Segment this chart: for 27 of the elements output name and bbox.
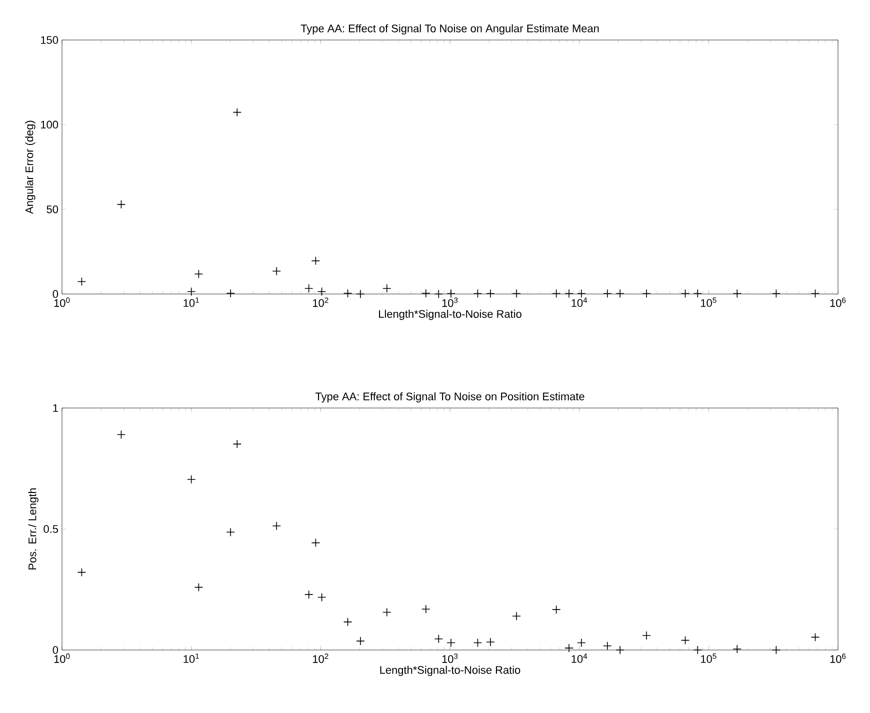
- x-tick-label: 10$^{4}$: [572, 298, 588, 307]
- y-axis-title: Pos. Err./ Length: [28, 488, 38, 570]
- x-axis-title: Length*Signal-to-Noise Ratio: [380, 666, 520, 676]
- x-tick-label: 10$^{3}$: [442, 654, 458, 663]
- x-axis-title: Llength*Signal-to-Noise Ratio: [379, 310, 522, 320]
- y-tick-label: 100: [41, 120, 58, 129]
- chart-title: Type AA: Effect of Signal To Noise on Angular Estimate Mean: [300, 24, 599, 34]
- y-axis-title: Angular Error (deg): [25, 120, 36, 214]
- x-tick-label: 10$^{4}$: [572, 654, 588, 663]
- y-tick-label: 0: [52, 290, 58, 298]
- x-tick-label: 10$^{6}$: [830, 654, 846, 663]
- chart-title: Type AA: Effect of Signal To Noise on Position Estimate: [315, 392, 584, 402]
- x-tick-label: 10$^{1}$: [184, 654, 199, 663]
- y-tick-label: 0.5: [44, 525, 58, 533]
- x-tick-label: 10$^{5}$: [701, 654, 716, 663]
- x-tick-label: 10$^{1}$: [184, 298, 199, 307]
- x-tick-label: 10$^{0}$: [54, 298, 70, 307]
- y-tick-label: 150: [41, 36, 58, 44]
- x-tick-label: 10$^{2}$: [313, 654, 328, 663]
- x-tick-label: 10$^{0}$: [54, 654, 70, 663]
- y-tick-label: 1: [53, 404, 58, 412]
- x-tick-label: 10$^{3}$: [442, 298, 458, 307]
- x-tick-label: 10$^{6}$: [830, 298, 846, 307]
- y-tick-label: 0: [52, 646, 58, 654]
- x-tick-label: 10$^{5}$: [701, 298, 716, 307]
- x-tick-label: 10$^{2}$: [313, 298, 328, 307]
- y-tick-label: 50: [46, 205, 58, 214]
